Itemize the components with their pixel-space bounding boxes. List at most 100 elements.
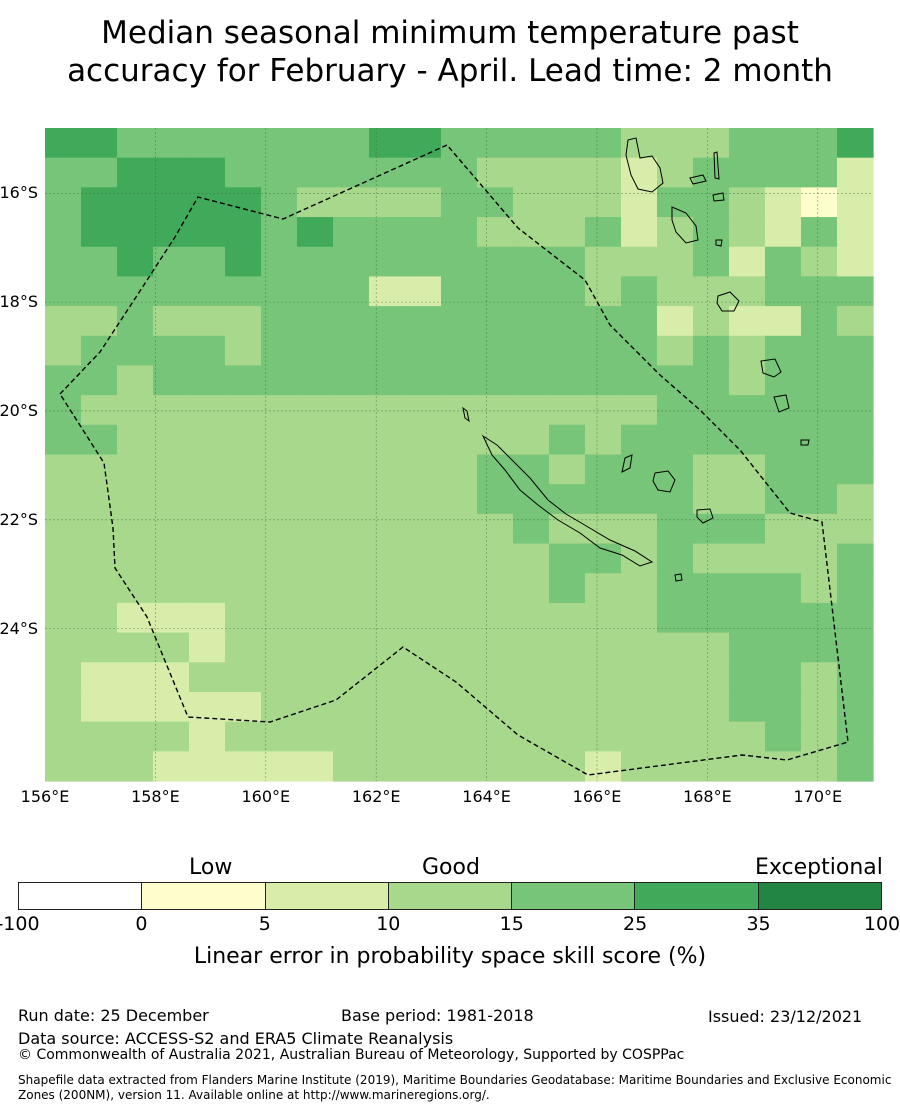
skill-cell [657, 424, 694, 456]
skill-cell [369, 632, 406, 663]
skill-cell [405, 424, 442, 456]
skill-cell [189, 751, 226, 782]
skill-cell [261, 691, 298, 723]
skill-cell [225, 217, 262, 248]
skill-cell [837, 246, 874, 278]
skill-cell [693, 573, 730, 604]
skill-cell [297, 632, 334, 663]
skill-cell [837, 484, 874, 515]
skill-cell [549, 335, 586, 367]
skill-cell [333, 632, 370, 663]
skill-cell [837, 751, 874, 782]
latitude-label: 18°S [0, 292, 38, 312]
skill-cell [621, 187, 658, 218]
skill-cell [513, 276, 550, 307]
skill-cell [369, 662, 406, 693]
skill-cell [621, 691, 658, 723]
skill-cell [729, 395, 766, 426]
skill-cell [621, 484, 658, 515]
skill-cell [189, 424, 226, 456]
skill-cell [405, 484, 442, 515]
skill-cell [405, 751, 442, 782]
skill-cell [801, 662, 838, 693]
skill-cell [441, 187, 478, 218]
skill-cell [549, 424, 586, 456]
colorbar-tick-label: 100 [863, 913, 900, 935]
skill-cell [585, 721, 622, 752]
skill-cell [729, 217, 766, 248]
skill-cell [261, 573, 298, 604]
skill-cell [225, 306, 262, 337]
skill-cell [45, 484, 82, 515]
skill-cell [765, 691, 802, 723]
skill-cell [261, 306, 298, 337]
skill-cell [513, 602, 550, 634]
skill-cell [405, 187, 442, 218]
skill-cell [261, 484, 298, 515]
loyalty-islands-lifou [652, 470, 676, 493]
new-caledonia-coastline [462, 406, 714, 582]
skill-cell [837, 128, 874, 159]
skill-cell [261, 543, 298, 574]
skill-cell [261, 335, 298, 367]
skill-cell [621, 306, 658, 337]
skill-cell [837, 662, 874, 693]
skill-cell [189, 454, 226, 485]
skill-cell [45, 187, 82, 218]
skill-cell [657, 662, 694, 693]
skill-cell [693, 751, 730, 782]
latitude-label: 22°S [0, 509, 38, 529]
skill-cell [81, 276, 118, 307]
skill-cell [477, 365, 514, 396]
skill-cell [405, 395, 442, 426]
skill-cell [261, 276, 298, 307]
skill-cell [45, 543, 82, 574]
skill-cell [729, 187, 766, 218]
skill-cell [693, 395, 730, 426]
skill-cell [549, 602, 586, 634]
skill-cell [729, 602, 766, 634]
skill-cell [549, 395, 586, 426]
skill-cell [117, 543, 154, 574]
skill-cell [837, 573, 874, 604]
skill-cell [765, 276, 802, 307]
skill-cell [153, 721, 190, 752]
skill-cell [549, 484, 586, 515]
skill-cell [801, 513, 838, 545]
skill-cell [189, 602, 226, 634]
skill-cell [81, 602, 118, 634]
skill-cell [405, 306, 442, 337]
skill-cell [81, 395, 118, 426]
skill-cell [45, 513, 82, 545]
skill-cell [765, 632, 802, 663]
skill-cell [549, 276, 586, 307]
skill-cell [729, 335, 766, 367]
skill-cell [477, 157, 514, 188]
skill-cell [333, 751, 370, 782]
skill-cell [405, 157, 442, 188]
skill-cell [405, 276, 442, 307]
skill-cell [765, 306, 802, 337]
skill-cell [369, 573, 406, 604]
skill-cell [261, 365, 298, 396]
skill-cell [801, 395, 838, 426]
skill-cell [621, 751, 658, 782]
skill-cell [225, 187, 262, 218]
skill-grid-cells [45, 128, 874, 782]
skill-cell [549, 573, 586, 604]
skill-cell [117, 573, 154, 604]
legend-category-low: Low [189, 855, 233, 880]
skill-cell [369, 691, 406, 723]
skill-cell [45, 335, 82, 367]
skill-cell [189, 306, 226, 337]
skill-cell [333, 217, 370, 248]
skill-cell [765, 128, 802, 159]
skill-cell [153, 573, 190, 604]
skill-cell [297, 484, 334, 515]
colorbar [18, 882, 882, 910]
skill-cell [621, 246, 658, 278]
skill-cell [549, 187, 586, 218]
skill-cell [801, 306, 838, 337]
skill-cell [585, 395, 622, 426]
skill-cell [441, 691, 478, 723]
